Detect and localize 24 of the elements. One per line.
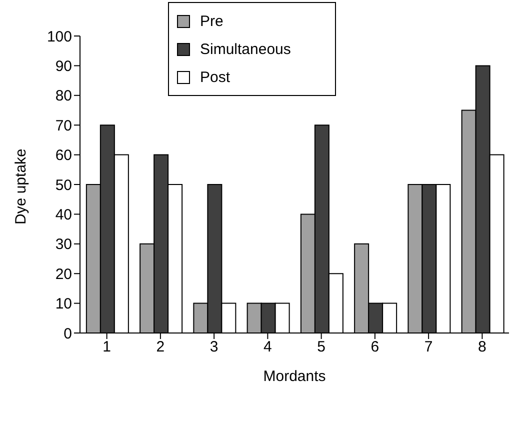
x-tick-label: 5 [317, 338, 326, 356]
y-tick-label: 90 [55, 58, 72, 76]
y-tick-label: 40 [55, 206, 72, 224]
y-tick-label: 0 [64, 325, 72, 342]
y-tick-label: 20 [55, 266, 72, 283]
y-tick-label: 80 [55, 88, 72, 105]
x-tick-label: 4 [264, 338, 272, 356]
x-tick-label: 2 [156, 338, 165, 356]
legend-label: Post [200, 68, 230, 86]
x-tick-label: 7 [424, 338, 433, 356]
y-tick-label: 70 [55, 117, 72, 134]
y-tick-label: 10 [55, 296, 72, 313]
legend-label: Simultaneous [200, 40, 291, 58]
legend-label: Pre [200, 12, 224, 30]
y-tick-label: 60 [55, 147, 72, 164]
x-tick-label: 8 [478, 338, 486, 356]
x-tick-label: 6 [370, 338, 380, 356]
x-tick-label: 1 [102, 338, 111, 356]
y-axis-title: Dye uptake [12, 148, 30, 224]
y-tick-label: 100 [46, 28, 72, 46]
y-tick-label: 30 [55, 236, 72, 254]
x-axis-title: Mordants [263, 368, 326, 385]
x-tick-label: 3 [210, 338, 218, 356]
y-tick-label: 50 [55, 176, 72, 194]
